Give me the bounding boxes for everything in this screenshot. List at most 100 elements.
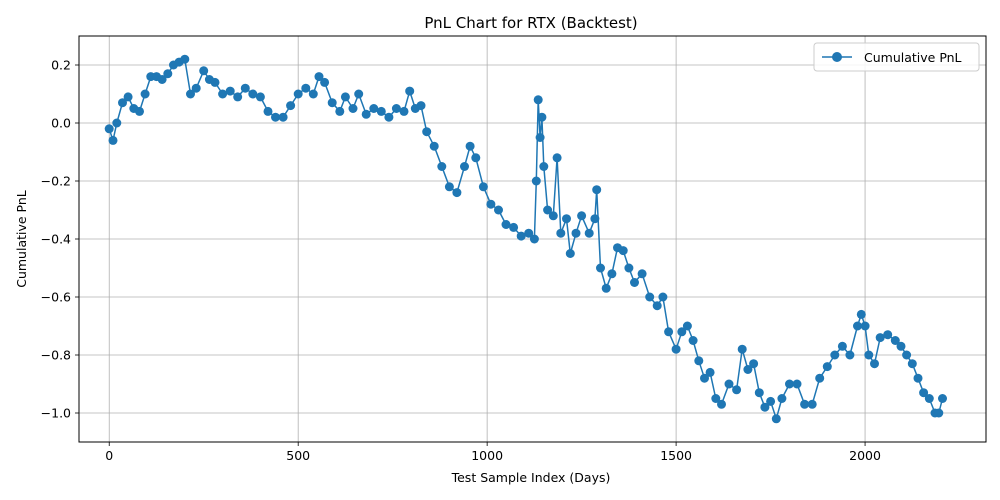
data-point: [422, 127, 432, 137]
data-point: [571, 228, 581, 238]
data-point: [845, 350, 855, 360]
data-point: [677, 327, 687, 337]
data-point: [607, 269, 617, 279]
data-point: [724, 379, 734, 389]
data-point: [870, 359, 879, 369]
chart-title: PnL Chart for RTX (Backtest): [424, 14, 637, 32]
data-point: [711, 394, 721, 403]
data-point: [902, 350, 912, 360]
data-point: [913, 373, 923, 383]
data-point: [516, 231, 526, 241]
data-point: [233, 92, 243, 102]
y-axis-label: Cumulative PnL: [14, 190, 29, 288]
data-point: [361, 109, 371, 119]
data-point: [822, 362, 832, 372]
legend-marker-swatch: [832, 52, 842, 62]
data-point: [509, 222, 519, 232]
data-point: [301, 83, 311, 93]
x-tick-label: 1000: [471, 448, 503, 463]
data-point: [694, 356, 704, 366]
data-point: [552, 153, 562, 163]
data-point: [140, 89, 150, 99]
data-point: [348, 104, 358, 113]
data-point: [429, 141, 439, 151]
y-tick-label: −0.4: [41, 232, 71, 247]
data-point: [807, 399, 817, 409]
data-point: [452, 188, 462, 198]
data-point: [501, 220, 511, 229]
data-point: [777, 394, 787, 403]
data-point: [837, 341, 847, 351]
data-point: [112, 118, 122, 128]
data-point: [934, 408, 944, 418]
data-point: [548, 211, 558, 221]
data-point: [919, 388, 929, 398]
y-axis: −1.0 −0.8 −0.6 −0.4 −0.2 0.0 0.2: [41, 58, 79, 421]
data-point: [354, 89, 364, 99]
data-point: [658, 292, 668, 302]
data-point: [533, 95, 543, 105]
y-tick-label: −0.2: [41, 174, 71, 189]
data-point: [123, 92, 133, 102]
data-point: [218, 89, 228, 99]
data-point: [907, 359, 917, 369]
data-point: [754, 388, 764, 398]
data-point: [157, 75, 167, 84]
data-point: [601, 283, 611, 293]
data-point: [399, 106, 409, 116]
x-tick-label: 500: [286, 448, 310, 463]
data-point: [163, 69, 173, 79]
data-point: [860, 321, 870, 331]
data-point: [529, 234, 539, 244]
data-point: [320, 77, 330, 87]
data-point: [890, 336, 900, 345]
data-point: [717, 399, 726, 409]
data-point: [800, 399, 810, 409]
data-point: [308, 89, 318, 99]
data-point: [186, 89, 195, 99]
data-point: [210, 77, 220, 87]
data-point: [592, 185, 602, 195]
data-point: [465, 141, 475, 151]
data-point: [705, 367, 715, 377]
data-point: [864, 350, 874, 360]
data-point: [335, 106, 345, 116]
data-point: [104, 124, 114, 134]
data-point: [437, 162, 447, 171]
data-point: [444, 182, 454, 192]
data-point: [531, 176, 541, 186]
data-point: [248, 89, 258, 99]
data-point: [537, 112, 547, 122]
data-point: [278, 112, 288, 122]
x-tick-label: 2000: [849, 448, 881, 463]
data-point: [688, 336, 698, 345]
data-point: [664, 327, 674, 337]
x-tick-label: 1500: [660, 448, 692, 463]
data-point: [830, 350, 840, 360]
data-point: [924, 394, 934, 403]
data-point: [135, 106, 144, 116]
data-point: [471, 153, 481, 163]
data-point: [896, 341, 906, 351]
y-tick-label: 0.0: [51, 116, 71, 131]
data-point: [369, 104, 379, 113]
data-point: [543, 205, 553, 215]
data-point: [875, 333, 885, 343]
data-point: [883, 330, 893, 340]
data-point: [286, 101, 296, 111]
y-tick-label: −1.0: [41, 406, 71, 421]
data-point: [785, 379, 794, 389]
data-point: [637, 269, 647, 279]
data-point: [118, 98, 127, 108]
data-point: [618, 246, 628, 256]
data-point: [108, 135, 118, 145]
data-point: [562, 214, 571, 224]
x-tick-label: 0: [105, 448, 113, 463]
data-point: [749, 359, 759, 369]
data-point: [630, 278, 639, 287]
data-point: [384, 112, 394, 122]
series-layer: [104, 54, 947, 424]
data-point: [565, 249, 575, 258]
data-point: [766, 396, 776, 406]
